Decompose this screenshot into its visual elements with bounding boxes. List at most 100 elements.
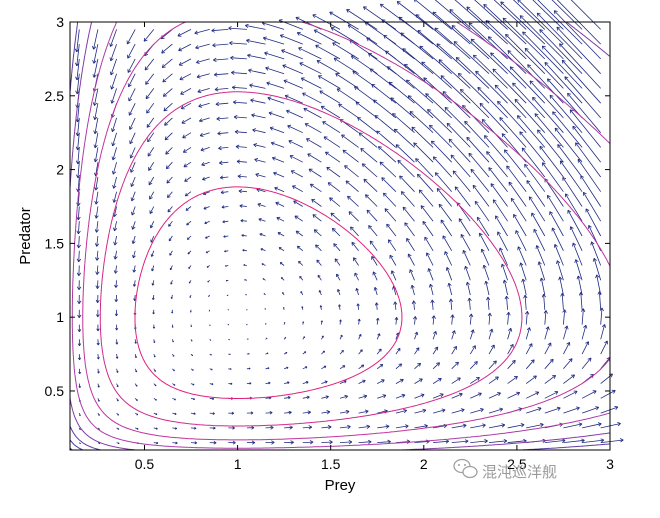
vector-arrow: [563, 406, 580, 414]
vector-arrow: [75, 147, 81, 165]
vector-arrow: [213, 72, 229, 77]
vector-arrow: [557, 144, 583, 178]
vector-arrow: [321, 440, 333, 445]
vector-arrow: [395, 378, 404, 384]
vector-arrow: [302, 351, 307, 355]
vector-arrow: [143, 29, 155, 42]
vector-arrow: [338, 304, 341, 310]
vector-arrow: [188, 265, 192, 269]
vector-arrow: [452, 170, 471, 192]
vector-arrow: [283, 366, 289, 370]
y-tick-label: 3: [56, 14, 64, 30]
vector-arrow: [493, 0, 527, 30]
vector-arrow: [265, 411, 273, 415]
vector-arrow: [75, 132, 81, 151]
vector-arrow: [399, 175, 415, 192]
vector-arrow: [442, 235, 453, 252]
vector-arrow: [77, 324, 82, 333]
vector-arrow: [302, 336, 305, 340]
vector-arrow: [76, 280, 82, 291]
vector-arrow: [246, 324, 248, 326]
vector-arrow: [181, 117, 192, 124]
vector-arrow: [218, 145, 229, 151]
vector-arrow: [236, 159, 247, 164]
vector-arrow: [600, 422, 621, 429]
vector-arrow: [562, 176, 583, 207]
vector-arrow: [209, 441, 217, 445]
vector-arrow: [161, 43, 173, 54]
vector-arrow: [171, 324, 174, 328]
vector-arrow: [536, 12, 583, 60]
vector-arrow: [209, 397, 215, 400]
vector-arrow: [130, 162, 136, 173]
vector-arrow: [277, 232, 285, 237]
vector-arrow: [451, 408, 465, 414]
vector-arrow: [144, 58, 155, 71]
vector-arrow: [494, 84, 527, 119]
vector-arrow: [388, 81, 415, 104]
vector-arrow: [556, 260, 564, 281]
vector-arrow: [404, 222, 415, 237]
vector-arrow: [582, 438, 605, 443]
vector-arrow: [417, 173, 434, 192]
vector-arrow: [406, 79, 434, 104]
vector-arrow: [547, 78, 583, 119]
vector-arrow: [350, 226, 359, 237]
vector-arrow: [302, 395, 310, 400]
vector-arrow: [446, 122, 471, 148]
vector-arrow: [190, 368, 194, 371]
vector-arrow: [284, 425, 293, 430]
vector-arrow: [135, 427, 139, 430]
vector-arrow: [299, 62, 322, 75]
vector-arrow: [336, 273, 341, 281]
vector-arrow: [432, 393, 444, 399]
vector-arrow: [556, 26, 601, 74]
vector-arrow: [462, 249, 471, 266]
vector-arrow: [199, 117, 210, 123]
vector-arrow: [321, 410, 331, 415]
vector-arrow: [116, 427, 120, 430]
vector-arrow: [358, 394, 368, 399]
vector-arrow: [235, 144, 247, 149]
vector-arrow: [500, 263, 508, 281]
vector-arrow: [198, 102, 210, 108]
vector-arrow: [559, 43, 601, 89]
vector-arrow: [451, 423, 467, 429]
vector-arrow: [507, 327, 513, 340]
vector-arrow: [451, 439, 469, 444]
vector-arrow: [77, 294, 82, 305]
vector-arrow: [544, 391, 559, 399]
vector-arrow: [373, 287, 378, 296]
vector-arrow: [563, 374, 575, 384]
vector-arrow: [145, 88, 155, 100]
vector-arrow: [525, 359, 535, 370]
vector-arrow: [78, 383, 81, 389]
vector-arrow: [228, 440, 236, 445]
vector-arrow: [97, 398, 100, 402]
vector-arrow: [333, 243, 341, 252]
vector-arrow: [381, 177, 397, 192]
vector-arrow: [152, 309, 155, 315]
vector-arrow: [492, 68, 527, 104]
vector-arrow: [488, 392, 501, 399]
vector-arrow: [187, 250, 192, 255]
vector-arrow: [402, 206, 415, 222]
vector-arrow: [499, 247, 508, 266]
vector-arrow: [315, 44, 341, 60]
vector-arrow: [149, 221, 155, 229]
vector-arrow: [358, 409, 369, 414]
contour-lines: [69, 21, 611, 451]
vector-arrow: [560, 293, 565, 310]
vector-arrow: [544, 406, 561, 414]
vector-arrow: [470, 407, 484, 414]
vector-arrow: [561, 59, 601, 104]
vector-arrow: [315, 244, 322, 252]
vector-arrow: [151, 280, 155, 286]
vector-arrow: [330, 212, 341, 222]
vector-arrow: [184, 191, 192, 197]
vector-arrow: [239, 204, 247, 208]
x-tick-label: 1.5: [321, 456, 341, 472]
vector-arrow: [265, 322, 267, 325]
vector-arrow: [371, 256, 378, 266]
